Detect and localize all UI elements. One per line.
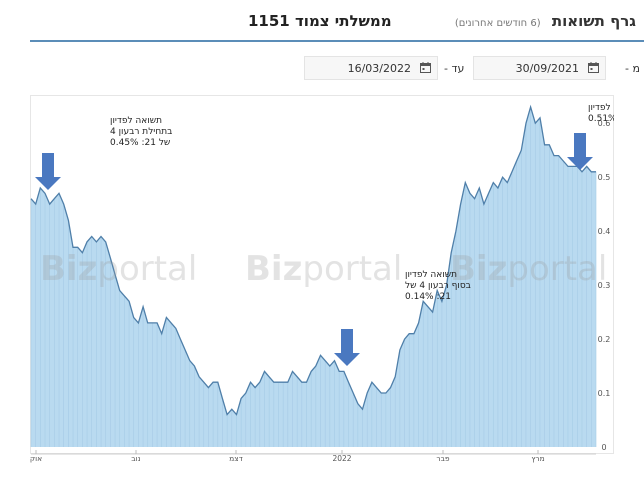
page-title-text: גרף תשואות	[551, 12, 636, 30]
instrument-name: ממשלתי צמוד 1151	[248, 12, 392, 30]
from-date-value: 30/09/2021	[515, 62, 579, 75]
y-tick-label: 0.4	[598, 227, 611, 236]
chart-svg: Bizportal Bizportal Bizportal 0 0.1 0.2 0.3 0.…	[30, 95, 614, 463]
annotation-text: תשואה לפדיון	[588, 103, 614, 113]
arrow-down-icon	[35, 153, 61, 190]
series-area	[31, 107, 596, 447]
annotation-text: של 21: 0.45%	[110, 138, 170, 148]
y-tick-label: 0.1	[598, 389, 611, 398]
x-tick-label: נוב	[131, 454, 140, 463]
series-line	[30, 104, 596, 416]
to-date-value: 16/03/2022	[347, 62, 411, 75]
page-title: גרף תשואות (6 חודשים אחרונים)	[455, 12, 636, 30]
y-tick-label: 0.3	[598, 281, 611, 290]
x-tick-label: מרץ	[531, 454, 544, 463]
watermark-text: Bizportal	[40, 249, 197, 289]
y-tick-label: 0.2	[598, 335, 611, 344]
watermark-text: Bizportal	[450, 249, 607, 289]
x-tick-label: אוק	[30, 454, 42, 463]
x-tick-label: 2022	[332, 454, 351, 463]
watermark-text: Bizportal	[245, 249, 402, 289]
annotation-text: תשואה לפדיון	[405, 270, 457, 280]
annotation-text: בתחילת רבעון 4	[110, 127, 172, 137]
calendar-icon[interactable]	[420, 62, 431, 73]
annotation-text: 21: 0.14%	[405, 292, 451, 302]
x-tick-label: פבר	[436, 454, 450, 463]
chart-header: גרף תשואות (6 חודשים אחרונים) ממשלתי צמו…	[0, 0, 644, 42]
from-date-field[interactable]: 30/09/2021	[473, 56, 606, 80]
arrow-down-icon	[334, 329, 360, 366]
y-tick-label: 0	[601, 443, 606, 452]
header-divider	[30, 40, 644, 42]
to-date-field[interactable]: 16/03/2022	[304, 56, 438, 80]
y-tick-label: 0.6	[598, 119, 611, 128]
y-tick-label: 0.5	[598, 173, 611, 182]
to-date-label: עד -	[444, 62, 465, 75]
from-date-label: מ -	[625, 62, 640, 75]
page-subtitle: (6 חודשים אחרונים)	[454, 18, 541, 29]
calendar-icon[interactable]	[588, 62, 599, 73]
x-tick-label: דצמ	[229, 454, 243, 463]
annotation-text: כיום: 0.51%	[588, 114, 614, 124]
arrow-down-icon	[567, 133, 593, 170]
annotation-text: בסוף רבעון 4 של	[405, 281, 471, 291]
annotation-text: תשואה לפדיון	[110, 116, 162, 126]
yield-chart: Bizportal Bizportal Bizportal 0 0.1 0.2 0.3 0.…	[30, 95, 614, 475]
